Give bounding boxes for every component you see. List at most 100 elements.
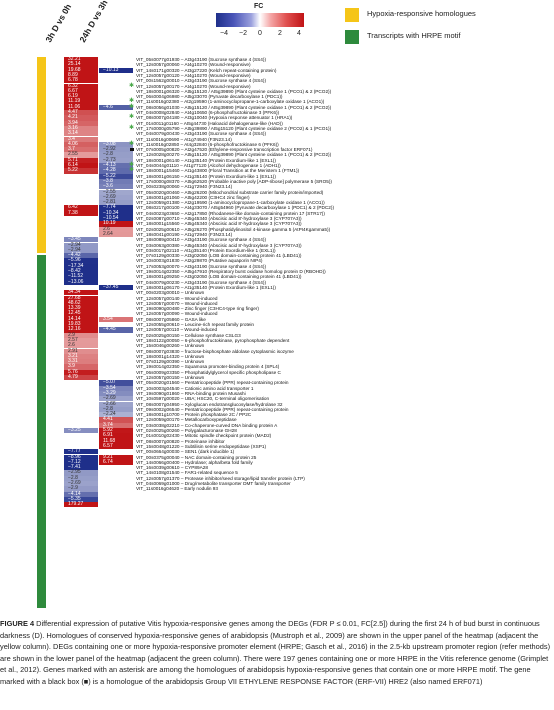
heat-cell-24h xyxy=(99,481,133,487)
heat-cell-3h: −2.9 xyxy=(64,485,98,492)
heat-cell-24h: −7.74 xyxy=(99,205,133,211)
heat-cell-24h: 5.92 xyxy=(99,427,133,434)
heat-cell-24h xyxy=(99,486,133,492)
gene-label: VIT_17s0000g05790 – At5g39890 / At5g1512… xyxy=(136,125,332,131)
heat-cell-24h xyxy=(99,496,133,503)
heat-cell-3h: 19.68 xyxy=(64,67,98,73)
heat-cell-24h xyxy=(99,375,133,381)
heat-cell-24h: −10.54 xyxy=(99,215,133,222)
heat-cell-24h: −2.73 xyxy=(99,157,133,163)
gene-label: VIT_06s0009g03350 – Phosphatidylglycerol… xyxy=(136,369,281,375)
gene-label: VIT_15s0046g00260 – Unknown xyxy=(136,343,205,349)
heat-cell-24h: 3.74 xyxy=(99,422,133,428)
group-bar-hrpe xyxy=(37,255,46,609)
gene-label: VIT_04s0044g01110 – At1g77120 (Alcohol d… xyxy=(136,163,281,168)
heat-cell-24h xyxy=(99,263,133,269)
colorbar-title: FC xyxy=(254,3,264,10)
heat-cell-24h: −2.24 xyxy=(99,411,133,418)
heat-cell-3h: −8.96 xyxy=(64,454,98,460)
heat-cell-3h: 3.16 xyxy=(64,125,98,132)
heat-cell-24h xyxy=(99,311,133,317)
gene-label: VIT_08s0007g04180 – At3g10040 (Hypoxia r… xyxy=(136,115,293,121)
gene-label: VIT_12s0057g00110 – Wound-induced xyxy=(136,327,218,333)
column-headers: 3h D vs 0h 24h D vs 3h D xyxy=(43,0,130,58)
heat-cell-24h: −10.34 xyxy=(99,210,133,216)
heat-cell-3h xyxy=(64,284,98,291)
heat-cell-24h: −2.81 xyxy=(99,199,133,206)
heat-cell-3h xyxy=(64,422,98,428)
gene-label: VIT_08s0217g00100 – At4g33070 / At5g5496… xyxy=(136,205,335,211)
gene-label: VIT_12s0059g00170 – Metallocarboxypeptid… xyxy=(136,417,237,423)
heat-cell-3h xyxy=(64,385,98,391)
heat-cell-3h: 27.68 xyxy=(64,295,98,301)
heat-cell-24h: −2.92 xyxy=(99,146,133,153)
gene-label: VIT_05s0020g00460 – At5g26200 (Mitochond… xyxy=(136,189,324,195)
gene-label: VIT_07s0129g00390 – Unknown xyxy=(136,359,205,365)
heat-cell-3h: 6.14 xyxy=(64,162,98,169)
heat-cell-3h: 3.7 xyxy=(64,146,98,153)
gene-label: VIT_19s0090g00480 – Zinc finger (C3HC4-t… xyxy=(136,306,259,312)
heat-cell-3h: 8.89 xyxy=(64,72,98,79)
heat-cell-24h xyxy=(99,258,133,264)
heat-cell-24h: 10.19 xyxy=(99,220,133,227)
heat-cell-24h xyxy=(99,491,133,497)
heat-cell-24h xyxy=(99,110,133,116)
heat-cell-3h: 3.21 xyxy=(64,353,98,360)
heat-cell-24h: 2.64 xyxy=(99,231,133,238)
heat-cell-3h xyxy=(64,173,98,179)
asterisk-marker-icon: ✱ xyxy=(129,114,135,121)
heat-cell-3h: −2.8 xyxy=(64,475,98,481)
heat-cell-3h xyxy=(64,438,98,444)
figure-caption: FIGURE 4 Differential expression of puta… xyxy=(0,618,554,688)
gene-label: VIT_10s0003g01830 – At2g29870 (Putative … xyxy=(136,258,263,264)
heat-cell-24h xyxy=(99,475,133,481)
heat-cell-3h xyxy=(64,396,98,402)
heat-cell-3h: −8.42 xyxy=(64,268,98,275)
gene-label: VIT_02s0025g00610 – At5g26270 (Phosphati… xyxy=(136,226,331,232)
gene-label: VIT_12s0057g00090 – Wound-induced xyxy=(136,311,218,317)
heat-cell-3h: −13.06 xyxy=(64,279,98,285)
heat-cell-3h xyxy=(64,200,98,206)
gene-label: VIT_02s0025g00260 – Polygalacturonase GH… xyxy=(136,428,237,433)
heat-cell-24h xyxy=(99,348,133,354)
gene-label: VIT_18s0001g06140 – At1g35140 (Protein E… xyxy=(136,157,276,163)
gene-label: VIT_12s0057g00120 – At4g10270 (Wound-res… xyxy=(136,72,251,78)
heat-cell-3h: −4.14 xyxy=(64,491,98,497)
gene-label: VIT_04s0023g03650 – At2g17850 (Rhodanese… xyxy=(136,210,325,216)
heat-cell-24h xyxy=(99,290,133,296)
heat-cell-3h: −5.35 xyxy=(64,496,98,503)
gene-label: VIT_03s0017g02110 – At1g35140 (Protein E… xyxy=(136,247,276,253)
heat-cell-24h xyxy=(99,470,133,476)
heat-cell-24h xyxy=(99,72,133,79)
heat-cell-3h: −2.94 xyxy=(64,242,98,248)
heat-cell-24h: 9.21 xyxy=(99,454,133,460)
gene-label: VIT_08s0056g01030 – At5g15120 / At5g3989… xyxy=(136,104,332,110)
gene-label: VIT_04s0079g00230 – At3g43190 (Sucrose s… xyxy=(136,279,267,285)
heatmap: 32.21 25.14 19.68 −10.13 8.89 6.78 6.32 6.67 6.1… xyxy=(64,56,133,508)
heat-cell-24h xyxy=(99,253,133,259)
heat-cell-24h: 11.68 xyxy=(99,438,133,444)
colorbar-gradient xyxy=(216,13,304,27)
heat-cell-24h xyxy=(99,115,133,121)
heat-cell-24h: −2.8 xyxy=(99,406,133,413)
gene-label: VIT_17s0053g00070 – At3g43190 (Sucrose s… xyxy=(136,263,267,269)
column-header-3h: 3h D vs 0h xyxy=(43,2,74,45)
heat-cell-24h: −3.6 xyxy=(99,183,133,190)
fc-colorbar: FC −4 −2 0 2 4 xyxy=(210,3,310,43)
heat-cell-3h: 2.6 xyxy=(64,342,98,349)
heat-cell-24h xyxy=(99,369,133,375)
heat-cell-3h: 179.27 xyxy=(64,501,98,508)
heat-cell-24h xyxy=(99,359,133,365)
gene-label: VIT_15s0048g01220 – Subtilisin serine en… xyxy=(136,443,267,449)
heat-cell-3h: 4.21 xyxy=(64,114,98,121)
heat-cell-24h: −2.55 xyxy=(99,189,133,195)
gene-label: VIT_12s0057g00070 – Wound-induced xyxy=(136,300,218,306)
gene-label: VIT_05s0077g01930 – At3g43190 (Sucrose s… xyxy=(136,57,267,62)
gene-label: VIT_19s0014g02350 – At5g47910 (Respirato… xyxy=(136,269,326,274)
gene-label: VIT_08s0007g04950 – Xyloglucan endotrans… xyxy=(136,401,283,407)
heat-cell-3h: −5.96 xyxy=(64,258,98,264)
heat-cell-3h: 3.4 xyxy=(64,136,98,142)
gene-label: VIT_01s0010g02430 – Mitotic spindle chec… xyxy=(136,433,272,439)
gene-label: VIT_18s0001g15460 – At1g43800 (Floral Tr… xyxy=(136,168,300,174)
heat-cell-24h: 2.6 xyxy=(99,226,133,232)
